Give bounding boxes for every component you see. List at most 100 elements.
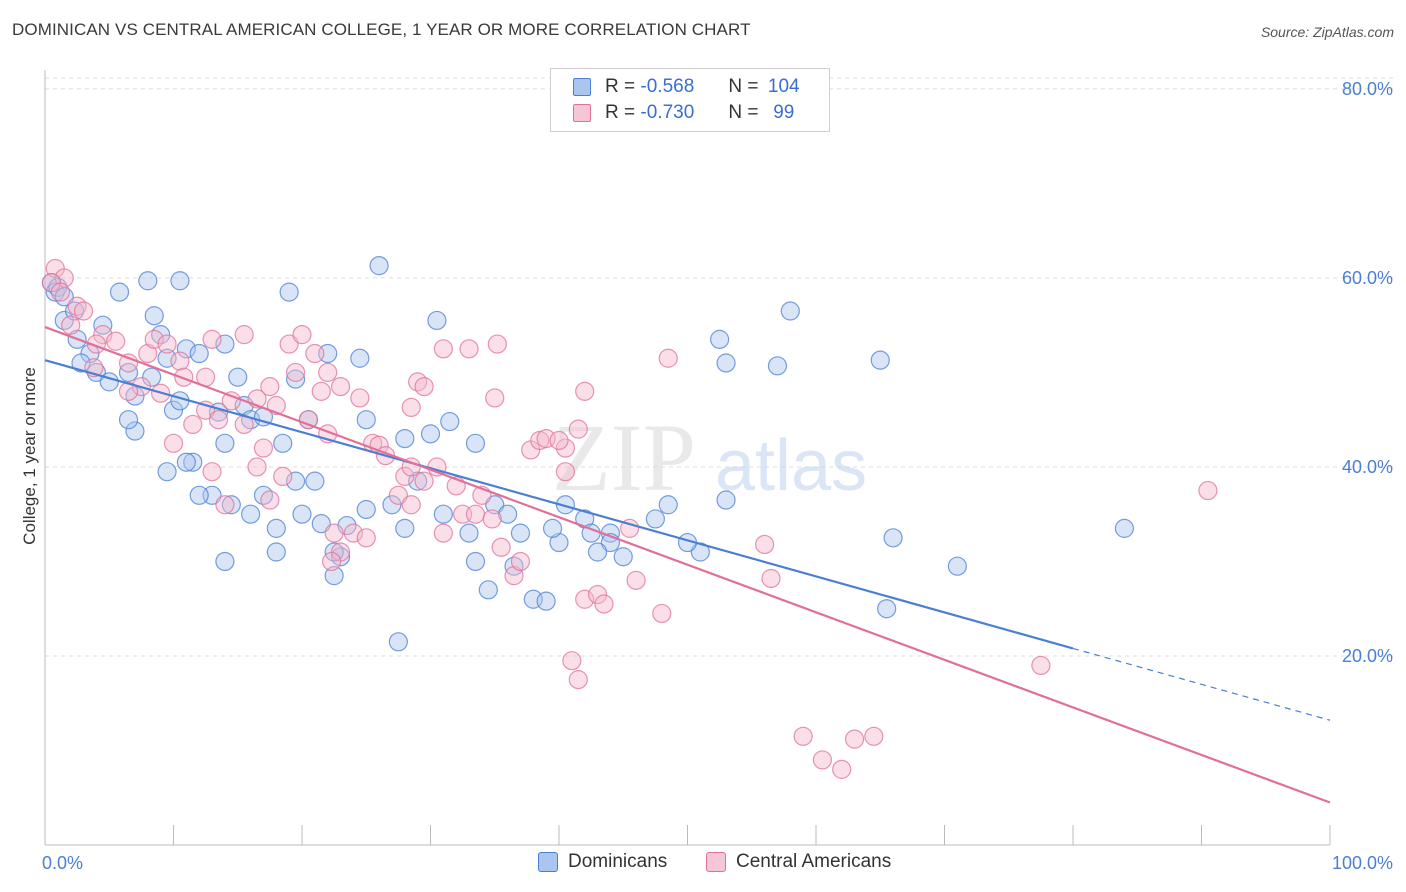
dominicans-point xyxy=(324,566,344,586)
dominicans-point xyxy=(163,400,184,420)
central-americans-point xyxy=(311,381,331,401)
central-americans-point xyxy=(388,485,408,505)
central-americans-point xyxy=(144,329,164,349)
central-americans-point xyxy=(61,315,81,335)
legend-row-central-americans: R = -0.730 N = 99 xyxy=(573,101,804,125)
axes xyxy=(44,70,1331,846)
dominicans-point xyxy=(498,504,518,524)
dominicans-point xyxy=(176,339,196,359)
legend: R = -0.568 N = 104 R = -0.730 N = 99 xyxy=(550,68,830,132)
legend-n-dominicans: 104 xyxy=(767,76,800,97)
legend-n-central-americans: 99 xyxy=(773,102,795,123)
central-americans-point xyxy=(202,329,222,349)
central-americans-point xyxy=(459,339,479,359)
dominicans-point xyxy=(947,556,967,576)
dominicans-point xyxy=(1114,518,1135,538)
dominicans-point xyxy=(273,433,293,453)
y-tick-label: 60.0% xyxy=(1342,268,1393,288)
central-americans-point xyxy=(555,462,576,482)
dominicans-point xyxy=(587,542,608,562)
central-americans-point xyxy=(247,457,267,477)
central-americans-point xyxy=(202,462,222,482)
central-americans-point xyxy=(324,523,344,543)
bottom-swatch-dominicans xyxy=(538,852,558,872)
dominicans-point xyxy=(575,509,595,529)
central-americans-point xyxy=(330,377,351,397)
dominicans-point xyxy=(459,523,479,543)
dominicans-point xyxy=(883,528,903,548)
dominicans-point xyxy=(138,271,158,291)
central-americans-point xyxy=(343,523,363,543)
dominicans-point xyxy=(536,591,556,611)
central-americans-point xyxy=(832,759,852,779)
central-americans-point xyxy=(761,568,781,589)
legend-swatch-dominicans xyxy=(573,78,591,96)
x-tick-label: 0.0% xyxy=(42,853,83,873)
central-americans-point xyxy=(350,388,370,408)
central-americans-point xyxy=(482,509,502,529)
dominicans-point xyxy=(395,428,415,449)
dominicans-point xyxy=(285,369,306,389)
central-americans-point xyxy=(555,438,576,458)
central-americans-point xyxy=(485,388,505,408)
central-americans-point xyxy=(510,551,531,572)
central-americans-point xyxy=(50,282,71,302)
dominicans-point xyxy=(215,433,235,453)
central-americans-point xyxy=(401,495,421,515)
central-americans-point xyxy=(208,410,229,430)
central-americans-point xyxy=(395,466,415,487)
central-americans-point xyxy=(487,334,507,354)
dominicans-point xyxy=(285,471,306,491)
dominicans-point xyxy=(478,580,498,600)
central-americans-point xyxy=(318,362,338,383)
watermark: ZIP atlas xyxy=(552,404,867,511)
central-americans-point xyxy=(260,490,280,510)
central-americans-point xyxy=(138,343,158,364)
central-americans-point xyxy=(356,528,376,548)
central-americans-point xyxy=(157,334,177,354)
dominicans-point xyxy=(215,334,235,354)
central-americans-point xyxy=(253,438,274,458)
central-americans-point xyxy=(587,584,608,605)
central-americans-point xyxy=(221,391,241,411)
central-americans-point xyxy=(575,589,595,609)
dominicans-point xyxy=(465,433,486,453)
legend-r-label: R = xyxy=(605,102,636,123)
dominicans-point xyxy=(613,547,633,567)
dominicans-point xyxy=(170,271,190,291)
dominicans-point xyxy=(350,348,370,368)
central-americans-point xyxy=(562,651,582,671)
central-americans-point xyxy=(260,377,280,397)
dominicans-point xyxy=(658,495,678,515)
dominicans-point xyxy=(292,504,312,524)
watermark-atlas: atlas xyxy=(715,426,867,506)
dominicans-point xyxy=(485,495,505,515)
dominicans-point xyxy=(395,518,415,538)
central-americans-point xyxy=(170,351,190,371)
central-americans-point xyxy=(433,339,453,359)
central-americans-point xyxy=(305,343,325,364)
central-americans-point xyxy=(504,566,524,586)
central-americans-point xyxy=(285,362,306,383)
dominicans-point xyxy=(215,551,235,572)
dominicans-point xyxy=(382,495,402,515)
central-americans-point xyxy=(793,726,813,746)
central-americans-point xyxy=(812,750,833,770)
central-americans-point xyxy=(215,495,235,515)
chart-source: Source: ZipAtlas.com xyxy=(1260,24,1394,40)
bottom-legend-central-americans: Central Americans xyxy=(706,851,891,873)
dominicans-point xyxy=(716,490,736,510)
central-americans-point xyxy=(594,594,614,614)
central-americans-point xyxy=(414,377,434,397)
central-americans-point xyxy=(54,268,74,288)
dominicans-point xyxy=(305,471,325,491)
dominicans-point xyxy=(465,551,486,572)
dominicans-point xyxy=(408,471,428,491)
central-americans-point xyxy=(864,726,884,746)
dominicans-point xyxy=(549,532,569,553)
central-americans-point xyxy=(433,523,453,543)
dominicans-point xyxy=(870,350,890,370)
dominicans-trend-line xyxy=(44,359,1074,650)
chart-title: DOMINICAN VS CENTRAL AMERICAN COLLEGE, 1… xyxy=(12,20,751,39)
dominicans-point xyxy=(356,499,376,520)
